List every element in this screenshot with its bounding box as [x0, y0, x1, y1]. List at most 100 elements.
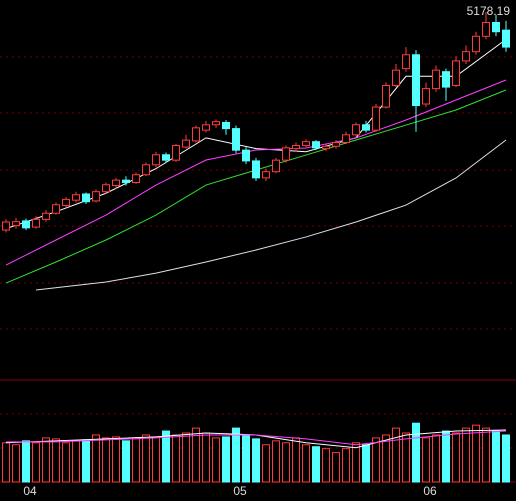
- candle-body: [222, 121, 230, 130]
- volume-bar: [452, 432, 460, 483]
- volume-bar: [302, 444, 310, 483]
- candle-body: [102, 184, 110, 193]
- moving-average-line: [6, 430, 507, 446]
- volume-bar: [392, 427, 400, 483]
- volume-bar: [82, 439, 90, 483]
- candle-body: [322, 145, 330, 150]
- candle-body: [382, 85, 390, 108]
- volume-bar: [142, 434, 150, 483]
- candle-body: [212, 121, 220, 126]
- candle-body: [362, 124, 370, 131]
- volume-bar: [462, 427, 470, 483]
- volume-bar: [202, 432, 210, 483]
- volume-bar: [32, 442, 40, 483]
- volume-bar: [282, 442, 290, 483]
- x-tick-label: 04: [23, 484, 37, 498]
- volume-bar: [222, 436, 230, 483]
- candle-body: [312, 141, 320, 149]
- candle-body: [142, 164, 150, 176]
- candle-body: [242, 149, 250, 162]
- candle-body: [342, 134, 350, 143]
- candle-body: [462, 51, 470, 62]
- x-tick-label: 05: [233, 484, 247, 498]
- candle-body: [502, 29, 510, 48]
- volume-bar: [292, 437, 300, 483]
- candle-body: [332, 141, 340, 147]
- volume-bar: [402, 432, 410, 483]
- candle-body: [392, 69, 400, 87]
- candle-body: [122, 179, 130, 183]
- candle-body: [22, 220, 30, 229]
- volume-bar: [42, 437, 50, 483]
- volume-bar: [52, 438, 60, 483]
- candle-body: [492, 21, 500, 33]
- candle-body: [252, 160, 260, 179]
- volume-bar: [312, 446, 320, 483]
- candle-body: [292, 145, 300, 150]
- candle-body: [302, 141, 310, 147]
- candle-body: [432, 69, 440, 90]
- candle-body: [32, 218, 40, 228]
- volume-bar: [332, 452, 340, 483]
- candle-body: [12, 221, 20, 227]
- volume-bar: [152, 436, 160, 483]
- volume-bar: [472, 424, 480, 483]
- candle-body: [182, 139, 190, 148]
- candle-body: [162, 154, 170, 161]
- volume-bar: [242, 434, 250, 483]
- candle-body: [482, 21, 490, 37]
- candle-body: [192, 127, 200, 142]
- max-price-label: 5178.19: [467, 4, 511, 18]
- volume-bar: [92, 434, 100, 483]
- volume-bar: [132, 438, 140, 483]
- candle-body: [132, 174, 140, 183]
- candle-body: [422, 88, 430, 105]
- volume-bar: [62, 442, 70, 483]
- volume-bar: [422, 437, 430, 483]
- candle-body: [262, 171, 270, 179]
- candle-body: [352, 124, 360, 136]
- candle-body: [82, 193, 90, 203]
- volume-bar: [382, 434, 390, 483]
- volume-bar: [72, 440, 80, 483]
- volume-bar: [162, 430, 170, 483]
- candle-body: [402, 54, 410, 70]
- candle-body: [472, 35, 480, 53]
- candle-body: [52, 204, 60, 214]
- volume-bar: [102, 437, 110, 483]
- volume-bar: [112, 436, 120, 483]
- candle-body: [62, 198, 70, 207]
- volume-bar: [442, 430, 450, 483]
- candle-body: [172, 145, 180, 161]
- volume-bar: [252, 438, 260, 483]
- volume-bar: [122, 440, 130, 483]
- volume-bar: [182, 432, 190, 483]
- volume-bar: [272, 440, 280, 483]
- volume-bar: [322, 448, 330, 483]
- candle-body: [2, 221, 10, 231]
- x-tick-label: 06: [423, 484, 437, 498]
- volume-bar: [12, 444, 20, 483]
- candle-body: [232, 128, 240, 151]
- volume-bar: [22, 440, 30, 483]
- volume-bar: [372, 437, 380, 483]
- volume-bar: [172, 434, 180, 483]
- candle-body: [202, 124, 210, 131]
- moving-average-line: [5, 79, 507, 266]
- moving-average-line: [35, 139, 507, 291]
- candle-body: [372, 106, 380, 131]
- candle-body: [72, 194, 80, 201]
- candle-body: [412, 54, 420, 107]
- candle-body: [452, 60, 460, 87]
- volume-bar: [502, 434, 510, 483]
- volume-bar: [412, 422, 420, 483]
- volume-bar: [212, 437, 220, 483]
- candle-body: [282, 147, 290, 161]
- candle-body: [272, 159, 280, 173]
- candle-body: [42, 212, 50, 220]
- candle-body: [92, 191, 100, 202]
- candle-body: [112, 179, 120, 187]
- volume-bar: [432, 434, 440, 483]
